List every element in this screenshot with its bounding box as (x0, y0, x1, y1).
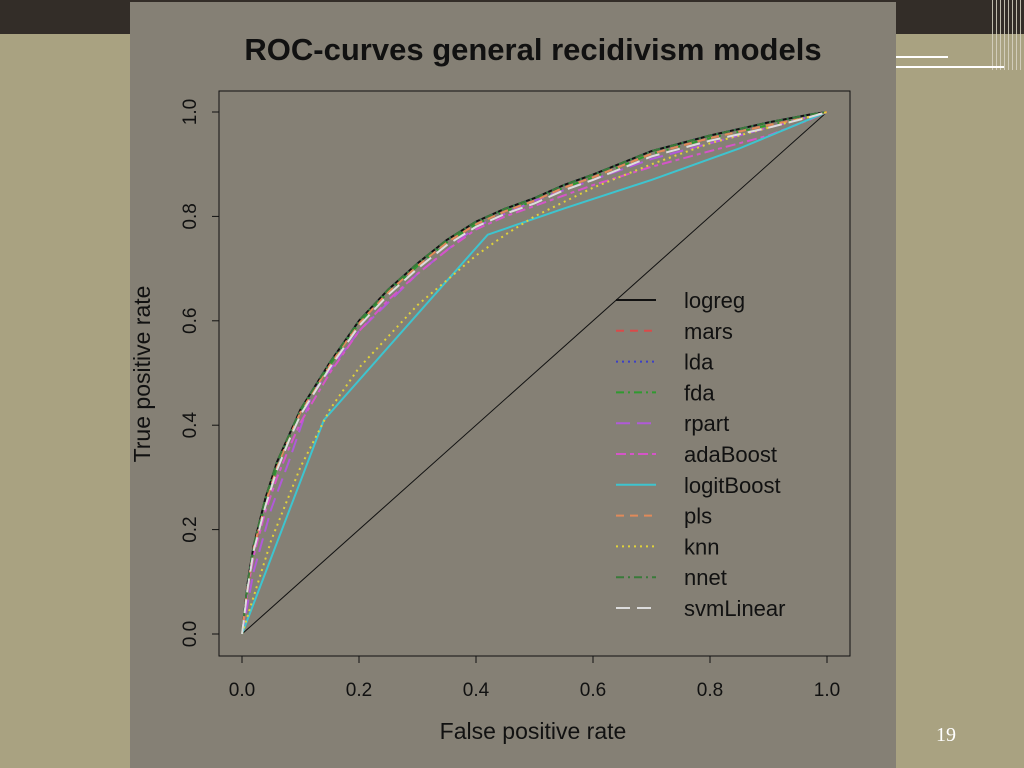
y-tick-label: 0.2 (180, 516, 201, 542)
y-tick-label: 0.0 (180, 621, 201, 647)
y-tick-label: 1.0 (180, 99, 201, 125)
decorative-stripes (992, 0, 1024, 70)
x-tick-label: 0.2 (346, 680, 372, 701)
x-tick-label: 0.6 (580, 680, 606, 701)
decorative-line (896, 66, 1004, 68)
legend-label-logitBoost: logitBoost (684, 473, 781, 498)
decorative-line (896, 56, 948, 58)
y-axis-label: True positive rate (130, 286, 155, 463)
x-tick-label: 0.0 (229, 680, 255, 701)
y-tick-label: 0.8 (180, 203, 201, 229)
roc-chart: ROC-curves general recidivism models 0.0… (130, 32, 851, 744)
legend-label-knn: knn (684, 534, 719, 559)
series-line-pls (241, 111, 828, 635)
legend-label-rpart: rpart (684, 411, 729, 436)
legend-label-mars: mars (684, 319, 733, 344)
chart-panel: ROC-curves general recidivism models 0.0… (130, 2, 896, 768)
legend-label-lda: lda (684, 350, 714, 375)
x-tick-label: 0.4 (463, 680, 490, 701)
series-line-knn (241, 111, 828, 635)
legend-label-adaBoost: adaBoost (684, 442, 777, 467)
series-line-nnet (241, 111, 828, 635)
legend: logreg mars lda fda rpart adaBoost logitBoost p… (616, 288, 785, 621)
legend-label-pls: pls (684, 504, 712, 529)
plot-frame (218, 90, 851, 657)
x-tick-label: 0.8 (697, 680, 723, 701)
legend-label-logreg: logreg (684, 288, 745, 313)
x-axis-label: False positive rate (440, 718, 627, 744)
y-tick-label: 0.4 (180, 412, 201, 439)
legend-label-svmLinear: svmLinear (684, 596, 785, 621)
page-number: 19 (936, 724, 956, 746)
x-tick-label: 1.0 (814, 680, 840, 701)
chart-title: ROC-curves general recidivism models (244, 32, 821, 67)
legend-label-nnet: nnet (684, 565, 727, 590)
legend-label-fda: fda (684, 380, 715, 405)
series-line-svmLinear (241, 111, 828, 635)
y-tick-label: 0.6 (180, 308, 201, 334)
diagonal-reference-line (241, 111, 828, 635)
